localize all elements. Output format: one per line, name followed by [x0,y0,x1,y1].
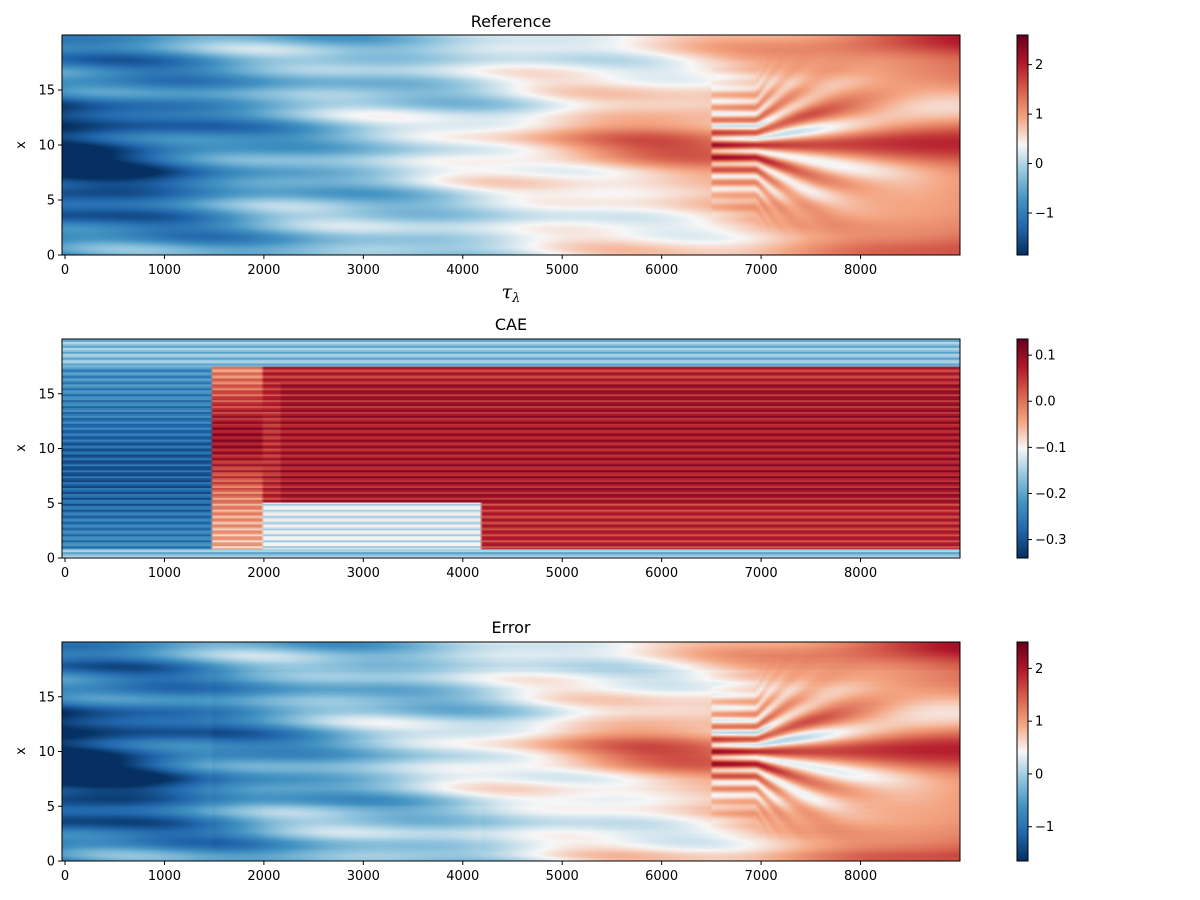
x-tick-label: 6000 [645,566,678,581]
heatmap-image [62,35,960,255]
colorbar-tick-label: 2 [1035,662,1043,677]
colorbar-tick-label: −0.2 [1035,487,1067,502]
colorbar-frame [1016,34,1029,256]
colorbar-tick-label: 0 [1035,157,1043,172]
y-tick-label: 10 [38,745,55,760]
x-tick-label: 1000 [148,263,181,278]
x-tick-label: 2000 [247,263,280,278]
x-tick-label: 3000 [347,566,380,581]
y-axis: 0 5 10 15 [38,387,62,567]
y-tick-label: 5 [47,194,55,209]
x-tick-label: 6000 [645,869,678,884]
x-tick-label: 4000 [446,566,479,581]
y-tick-label: 5 [47,800,55,815]
panel-title: Error [492,618,531,637]
panel-title: Reference [471,12,552,31]
y-tick-label: 5 [47,497,55,512]
panel-cae: CAE 0 1000 2000 3000 4000 5000 6000 7000 8000 0 5… [14,315,1067,581]
colorbar-tick-label: 2 [1035,58,1043,73]
colorbar-image [1017,35,1028,255]
colorbar-tick-label: 0.1 [1035,349,1056,364]
y-axis-label: x [14,141,29,149]
colorbar-tick-label: 0.0 [1035,395,1056,410]
x-tick-label: 5000 [546,566,579,581]
x-tick-label: 3000 [347,263,380,278]
x-tick-label: 1000 [148,869,181,884]
y-axis: 0 5 10 15 [38,84,62,264]
y-tick-label: 10 [38,139,55,154]
x-tick-label: 7000 [745,869,778,884]
panel-error: Error 0 1000 2000 3000 4000 5000 6000 7000 8000 … [14,618,1054,884]
y-axis-label: x [14,444,29,452]
y-tick-label: 10 [38,442,55,457]
colorbar-tick-label: 0 [1035,767,1043,782]
x-axis: 0 1000 2000 3000 4000 5000 6000 7000 8000 [61,255,877,278]
y-tick-label: 0 [47,552,55,567]
panel-reference: Reference 0 1000 2000 3000 4000 5000 6000 7000 8… [14,12,1054,306]
colorbar-ticks: −1 0 1 2 [1028,662,1054,835]
heatmap-image [62,339,960,558]
colorbar-ticks: −0.3 −0.2 −0.1 0.0 0.1 [1028,349,1067,548]
x-tick-label: 5000 [546,869,579,884]
colorbar-ticks: −1 0 1 2 [1028,58,1054,221]
x-tick-label: 0 [61,869,69,884]
y-tick-label: 0 [47,855,55,870]
colorbar-tick-label: −0.1 [1035,441,1067,456]
heatmap-image [62,642,960,861]
x-tick-label: 8000 [844,566,877,581]
x-axis: 0 1000 2000 3000 4000 5000 6000 7000 8000 [61,861,877,884]
y-tick-label: 15 [38,84,55,99]
colorbar-image [1017,642,1028,861]
x-tick-label: 1000 [148,566,181,581]
x-tick-label: 6000 [645,263,678,278]
colorbar-tick-label: 1 [1035,715,1043,730]
y-tick-label: 15 [38,690,55,705]
y-tick-label: 0 [47,249,55,264]
colorbar-image [1017,339,1028,558]
y-axis-label: x [14,747,29,755]
panel-title: CAE [495,315,527,334]
y-axis: 0 5 10 15 [38,690,62,870]
x-tick-label: 7000 [745,263,778,278]
x-tick-label: 8000 [844,869,877,884]
x-axis-label: τλ [502,281,521,306]
x-axis: 0 1000 2000 3000 4000 5000 6000 7000 8000 [61,558,877,581]
x-tick-label: 8000 [844,263,877,278]
colorbar-tick-label: −1 [1035,820,1054,835]
x-tick-label: 0 [61,566,69,581]
y-tick-label: 15 [38,387,55,402]
colorbar-tick-label: 1 [1035,108,1043,123]
x-tick-label: 0 [61,263,69,278]
x-tick-label: 4000 [446,869,479,884]
colorbar-frame [1016,338,1029,559]
x-tick-label: 4000 [446,263,479,278]
x-tick-label: 2000 [247,566,280,581]
x-tick-label: 3000 [347,869,380,884]
colorbar-frame [1016,641,1029,862]
x-tick-label: 7000 [745,566,778,581]
colorbar-tick-label: −0.3 [1035,533,1067,548]
x-tick-label: 2000 [247,869,280,884]
x-tick-label: 5000 [546,263,579,278]
colorbar-tick-label: −1 [1035,206,1054,221]
